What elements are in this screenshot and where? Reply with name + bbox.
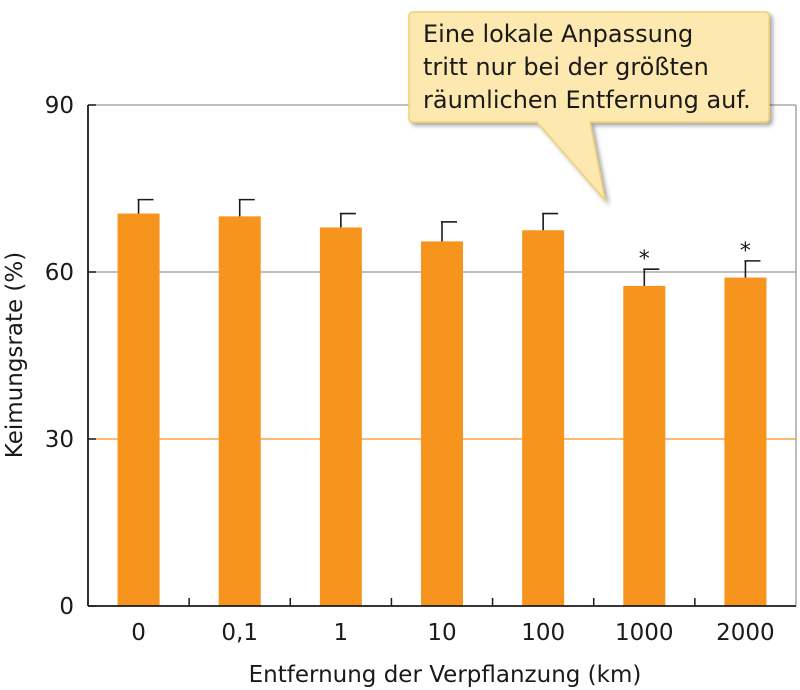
axes: 0 30 60 90 0 0,1 1 10 100 1000 2000 [45, 93, 796, 646]
y-tick-label: 30 [45, 427, 74, 453]
x-tick-label: 1 [334, 620, 349, 646]
y-axis-title: Keimungsrate (%) [2, 252, 28, 458]
x-tick-label: 100 [521, 620, 565, 646]
callout-text-line: räumlichen Entfernung auf. [423, 86, 751, 114]
bar [623, 285, 666, 606]
bar [218, 216, 261, 607]
callout: Eine lokale Anpassung tritt nur bei der g… [408, 11, 770, 203]
x-tick-label: 1000 [615, 620, 674, 646]
significance-marker: * [740, 239, 751, 264]
y-tick-label: 90 [45, 93, 74, 119]
callout-bubble [408, 11, 770, 203]
bar [724, 277, 767, 606]
callout-text-line: tritt nur bei der größten [423, 53, 709, 81]
callout-text-line: Eine lokale Anpassung [423, 20, 693, 48]
bars: * * [117, 198, 767, 607]
bar [319, 227, 362, 606]
x-axis-title: Entfernung der Verpflanzung (km) [249, 662, 642, 688]
x-tick-label: 10 [427, 620, 456, 646]
x-tick-label: 0,1 [221, 620, 258, 646]
bar [522, 230, 565, 606]
x-tick-label: 2000 [716, 620, 775, 646]
bar [421, 241, 463, 606]
bar [117, 213, 160, 607]
y-tick-label: 60 [45, 260, 74, 286]
y-tick-label: 0 [59, 594, 74, 620]
significance-marker: * [639, 247, 650, 272]
x-tick-label: 0 [131, 620, 146, 646]
